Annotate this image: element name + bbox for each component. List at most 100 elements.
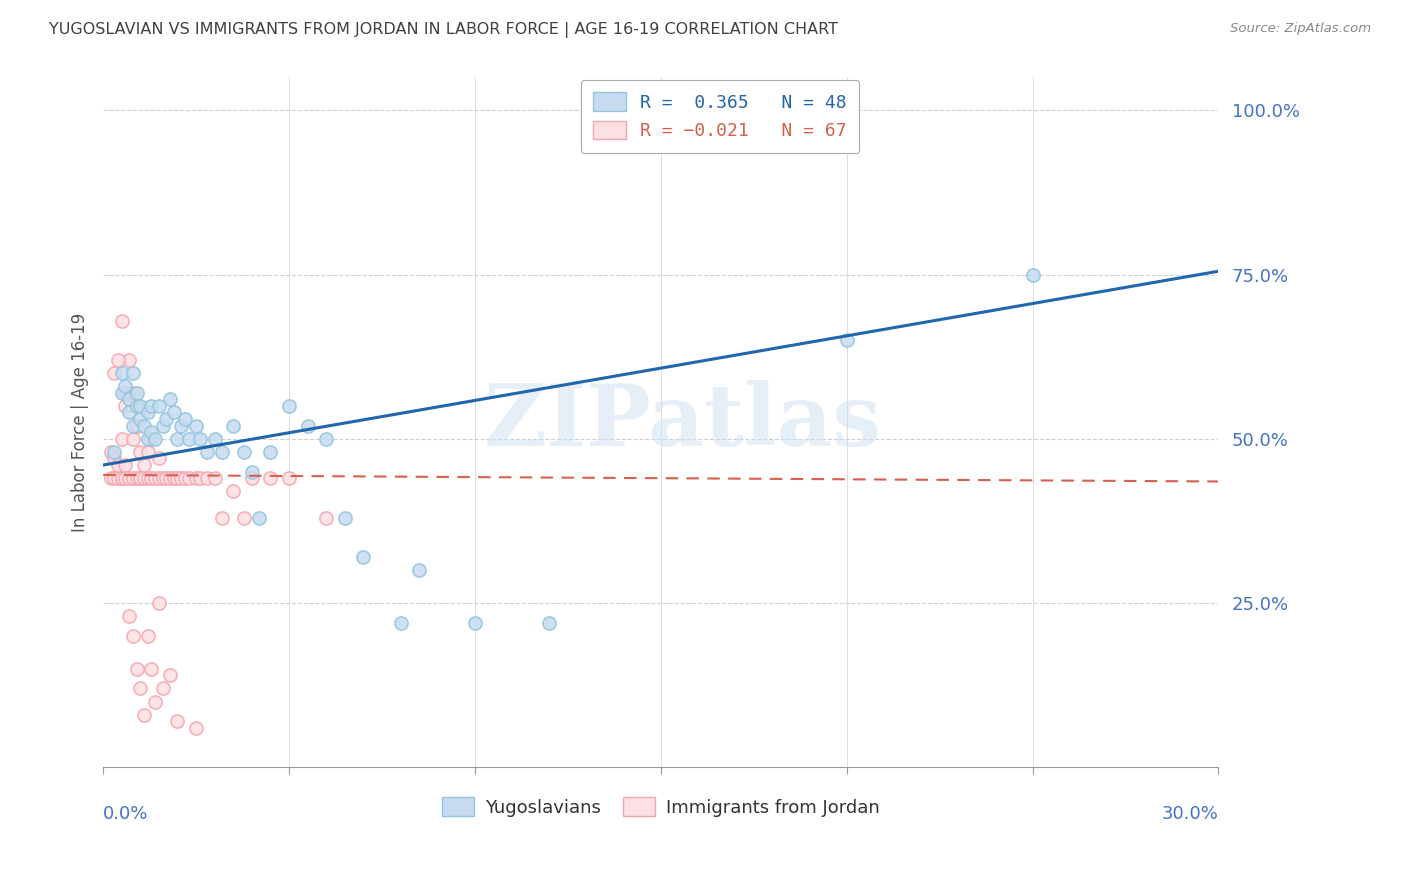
Point — [170, 471, 193, 485]
Point — [118, 471, 141, 485]
Point — [122, 629, 145, 643]
Point — [129, 399, 152, 413]
Point — [141, 662, 163, 676]
Point — [107, 458, 129, 472]
Point — [538, 615, 561, 630]
Point — [408, 563, 430, 577]
Point — [184, 418, 207, 433]
Point — [111, 313, 134, 327]
Point — [129, 471, 152, 485]
Point — [188, 471, 211, 485]
Point — [204, 471, 226, 485]
Point — [103, 445, 125, 459]
Point — [141, 399, 163, 413]
Point — [155, 471, 177, 485]
Point — [114, 458, 136, 472]
Text: 30.0%: 30.0% — [1161, 805, 1219, 823]
Point — [141, 425, 163, 440]
Point — [111, 385, 134, 400]
Point — [184, 471, 207, 485]
Point — [152, 471, 174, 485]
Point — [148, 471, 170, 485]
Point — [132, 707, 155, 722]
Point — [129, 471, 152, 485]
Point — [136, 471, 159, 485]
Point — [188, 432, 211, 446]
Point — [159, 392, 181, 407]
Point — [835, 333, 858, 347]
Point — [174, 412, 197, 426]
Point — [136, 445, 159, 459]
Point — [143, 432, 166, 446]
Point — [125, 418, 148, 433]
Point — [100, 471, 122, 485]
Point — [315, 510, 337, 524]
Point — [315, 432, 337, 446]
Point — [278, 399, 301, 413]
Point — [107, 353, 129, 368]
Point — [111, 432, 134, 446]
Point — [125, 662, 148, 676]
Point — [143, 471, 166, 485]
Text: Source: ZipAtlas.com: Source: ZipAtlas.com — [1230, 22, 1371, 36]
Point — [118, 353, 141, 368]
Point — [195, 445, 218, 459]
Point — [132, 418, 155, 433]
Point — [125, 399, 148, 413]
Point — [118, 392, 141, 407]
Point — [114, 379, 136, 393]
Point — [143, 695, 166, 709]
Point — [163, 405, 186, 419]
Point — [152, 681, 174, 696]
Point — [352, 549, 374, 564]
Point — [278, 471, 301, 485]
Point — [122, 432, 145, 446]
Point — [1021, 268, 1043, 282]
Point — [103, 471, 125, 485]
Point — [122, 471, 145, 485]
Point — [148, 451, 170, 466]
Point — [211, 445, 233, 459]
Point — [159, 668, 181, 682]
Point — [136, 629, 159, 643]
Point — [389, 615, 412, 630]
Point — [247, 510, 270, 524]
Point — [136, 432, 159, 446]
Point — [114, 385, 136, 400]
Point — [177, 471, 200, 485]
Point — [100, 445, 122, 459]
Point — [240, 471, 263, 485]
Point — [170, 418, 193, 433]
Point — [163, 471, 186, 485]
Point — [174, 471, 197, 485]
Point — [129, 681, 152, 696]
Point — [122, 385, 145, 400]
Point — [204, 432, 226, 446]
Point — [333, 510, 356, 524]
Point — [166, 471, 188, 485]
Point — [136, 405, 159, 419]
Point — [159, 471, 181, 485]
Point — [129, 412, 152, 426]
Point — [233, 445, 256, 459]
Point — [125, 471, 148, 485]
Point — [132, 458, 155, 472]
Text: ZIPatlas: ZIPatlas — [484, 380, 882, 465]
Y-axis label: In Labor Force | Age 16-19: In Labor Force | Age 16-19 — [72, 313, 89, 532]
Legend: Yugoslavians, Immigrants from Jordan: Yugoslavians, Immigrants from Jordan — [434, 790, 887, 824]
Point — [233, 510, 256, 524]
Point — [177, 432, 200, 446]
Point — [166, 714, 188, 729]
Point — [148, 399, 170, 413]
Point — [122, 418, 145, 433]
Point — [141, 432, 163, 446]
Point — [103, 366, 125, 380]
Point — [155, 412, 177, 426]
Point — [259, 445, 281, 459]
Point — [107, 471, 129, 485]
Point — [195, 471, 218, 485]
Point — [222, 484, 245, 499]
Point — [141, 471, 163, 485]
Point — [111, 471, 134, 485]
Point — [111, 471, 134, 485]
